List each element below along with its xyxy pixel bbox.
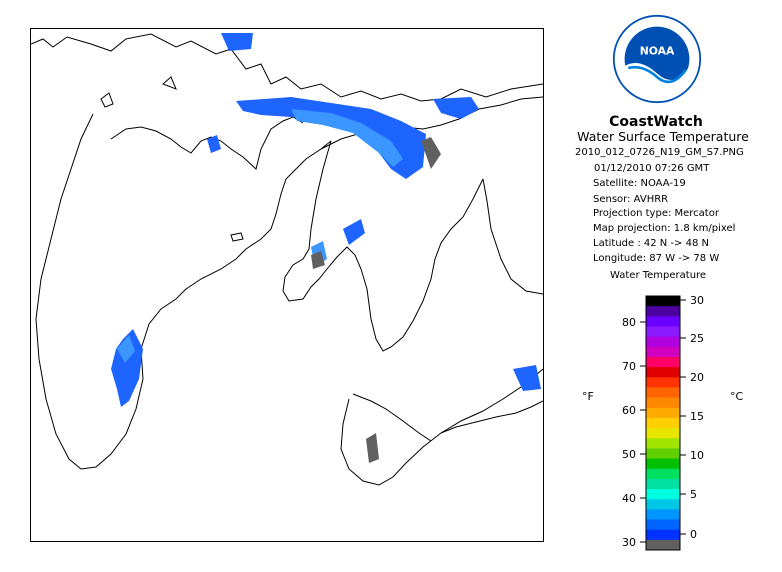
great-lakes-map[interactable] — [31, 29, 543, 541]
color-swatch — [646, 356, 680, 368]
latitude-text: Latitude : 42 N -> 48 N — [593, 238, 709, 249]
f-tick-label: 60 — [622, 404, 636, 417]
color-swatch — [646, 306, 680, 317]
map-projection-text: Map projection: 1.8 km/pixel — [593, 223, 736, 234]
unit-fahrenheit: °F — [582, 390, 594, 403]
sensor-text: Sensor: AVHRR — [593, 194, 669, 205]
celsius-ticks: 30 25 20 15 10 5 0 — [680, 294, 704, 541]
lake-erie-north-coast — [352, 393, 432, 442]
island-3 — [100, 92, 114, 108]
color-swatch — [646, 478, 680, 490]
color-swatch — [646, 458, 680, 470]
brand-title: CoastWatch — [609, 114, 703, 130]
color-bar-group — [645, 295, 681, 551]
f-tick-label: 80 — [622, 316, 636, 329]
coastline-group — [31, 33, 543, 486]
logo-text: NOAA — [640, 45, 675, 58]
f-tick-label: 30 — [622, 536, 636, 549]
ice-erie-1 — [513, 365, 541, 391]
color-swatch — [646, 499, 680, 510]
ontario-south-coast — [440, 400, 543, 434]
satellite-text: Satellite: NOAA-19 — [593, 178, 686, 189]
fahrenheit-ticks: 80 70 60 50 40 30 — [622, 316, 646, 549]
f-tick-label: 40 — [622, 492, 636, 505]
color-swatch — [646, 346, 680, 358]
c-tick-label: 10 — [690, 449, 704, 462]
lake-michigan-coast — [35, 113, 332, 470]
color-swatch — [646, 336, 680, 348]
color-swatch — [646, 529, 680, 541]
ice-cover-group — [111, 33, 541, 463]
map-panel[interactable] — [30, 28, 544, 542]
legend-title: Water Temperature — [610, 270, 707, 281]
color-swatch — [646, 417, 680, 429]
island-1 — [230, 232, 244, 242]
ice-erie-2 — [366, 433, 379, 463]
f-tick-label: 50 — [622, 448, 636, 461]
color-swatch — [646, 326, 680, 338]
color-swatch — [646, 387, 680, 398]
c-tick-label: 5 — [690, 488, 697, 501]
color-swatch — [646, 468, 680, 480]
lake-erie-coast — [340, 368, 543, 486]
huron-east-coast — [482, 178, 543, 295]
product-subtitle: Water Surface Temperature — [577, 129, 749, 144]
noaa-logo: NOAA — [612, 14, 702, 104]
c-tick-label: 0 — [690, 528, 697, 541]
c-tick-label: 25 — [690, 332, 704, 345]
green-bay-coast — [110, 116, 304, 170]
color-swatch — [646, 296, 680, 307]
unit-celsius: °C — [730, 390, 744, 403]
color-swatch — [646, 519, 680, 531]
color-swatch — [646, 428, 680, 439]
ice-green-bay — [207, 135, 221, 153]
color-swatch — [646, 448, 680, 459]
ice-superior-3 — [291, 109, 403, 167]
color-swatch — [646, 539, 680, 551]
ice-erie-3 — [311, 251, 325, 269]
lower-michigan-coast — [282, 140, 484, 352]
ice-georgian — [433, 97, 479, 119]
datetime-text: 01/12/2010 07:26 GMT — [594, 163, 710, 174]
color-swatch — [646, 316, 680, 327]
island-2 — [162, 76, 177, 90]
projection-type-text: Projection type: Mercator — [593, 208, 719, 219]
color-swatch — [646, 367, 680, 378]
ice-superior-1 — [221, 33, 253, 51]
color-swatch — [646, 438, 680, 449]
c-tick-label: 15 — [690, 410, 704, 423]
color-swatch — [646, 397, 680, 409]
c-tick-label: 20 — [690, 371, 704, 384]
color-swatch — [646, 407, 680, 419]
ice-superior-2 — [236, 97, 426, 179]
filename-text: 2010_012_0726_N19_GM_S7.PNG — [575, 147, 744, 158]
scale-frame — [645, 295, 681, 551]
f-tick-label: 70 — [622, 360, 636, 373]
color-swatch — [646, 377, 680, 388]
ice-superior-4 — [421, 137, 441, 169]
upper-peninsula-coast — [31, 33, 543, 102]
color-swatch — [646, 509, 680, 520]
longitude-text: Longitude: 87 W -> 78 W — [593, 253, 720, 264]
ice-huron-strip — [343, 219, 365, 245]
c-tick-label: 30 — [690, 294, 704, 307]
ice-michigan-2 — [117, 335, 135, 363]
color-swatch — [646, 489, 680, 500]
